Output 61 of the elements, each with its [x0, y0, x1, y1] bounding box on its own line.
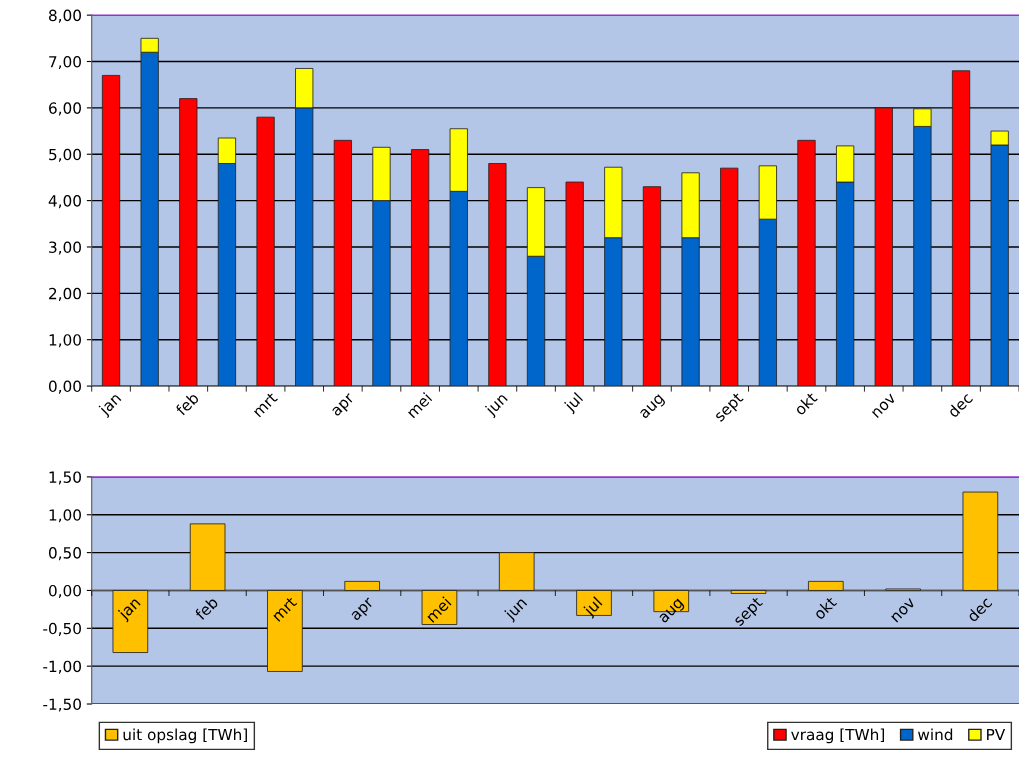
- y-tick-label: 0,00: [48, 380, 81, 394]
- x-tick-label: nov: [891, 597, 916, 623]
- bar: [333, 139, 352, 387]
- bar: [962, 491, 999, 591]
- bar: [498, 552, 535, 591]
- bar: [720, 167, 739, 387]
- legend-label: uit opslag [TWh]: [123, 728, 247, 744]
- bar: [179, 98, 198, 387]
- bar: [112, 590, 149, 653]
- x-tick-label: jun: [502, 596, 530, 623]
- y-tick-label: 0,00: [48, 584, 81, 599]
- x-tick-label: mrt: [271, 596, 298, 622]
- y-tick-label: -1,00: [43, 660, 81, 674]
- x-tick-label: okt: [812, 595, 838, 621]
- x-tick-label: feb: [193, 595, 219, 621]
- bar: [797, 139, 816, 387]
- bar: [808, 580, 844, 591]
- bar: [421, 590, 458, 625]
- y-tick-label: 3,00: [49, 241, 81, 255]
- bar: [642, 186, 662, 387]
- y-tick-label: 4,00: [48, 195, 81, 209]
- bar: [267, 590, 303, 672]
- y-tick-label: -1,50: [43, 698, 81, 712]
- bar: [256, 116, 275, 387]
- y-tick-label: 6,00: [49, 102, 81, 116]
- legend-label: vraag [TWh]: [791, 728, 884, 744]
- bar: [344, 580, 380, 591]
- x-tick-label: jun: [483, 391, 511, 419]
- x-tick-label: dec: [966, 595, 993, 623]
- x-tick-label: mrt: [252, 391, 278, 418]
- x-tick-label: jan: [116, 596, 143, 623]
- x-tick-label: okt: [793, 391, 818, 416]
- x-tick-label: dec: [946, 391, 974, 419]
- x-tick-label: apr: [350, 597, 377, 624]
- bar: [189, 523, 226, 591]
- legend-label: wind: [918, 728, 953, 741]
- y-tick-label: 1,00: [49, 509, 81, 523]
- legend-label: PV: [987, 728, 1006, 741]
- bar: [488, 163, 507, 387]
- bar: [874, 107, 893, 387]
- x-tick-label: jul: [582, 596, 605, 619]
- x-tick-label: jul: [562, 391, 586, 415]
- bar: [101, 75, 121, 387]
- bar: [951, 70, 971, 387]
- x-tick-label: aug: [639, 394, 667, 422]
- bar: [565, 181, 584, 387]
- y-tick-label: 1,00: [49, 334, 81, 348]
- x-tick-label: feb: [174, 391, 200, 417]
- y-tick-label: 5,00: [49, 148, 81, 162]
- y-tick-label: -0,50: [43, 622, 81, 636]
- x-tick-label: aug: [658, 598, 686, 626]
- bar: [730, 590, 767, 594]
- bar: [411, 149, 430, 387]
- y-tick-label: 8,00: [49, 9, 81, 23]
- x-tick-label: nov: [871, 393, 897, 419]
- y-tick-label: 1,50: [49, 471, 81, 485]
- x-tick-label: apr: [331, 393, 358, 419]
- y-tick-label: 0,50: [48, 547, 81, 561]
- y-tick-label: 2,00: [49, 287, 81, 301]
- y-tick-label: 7,00: [49, 55, 81, 70]
- x-tick-label: jan: [97, 391, 124, 419]
